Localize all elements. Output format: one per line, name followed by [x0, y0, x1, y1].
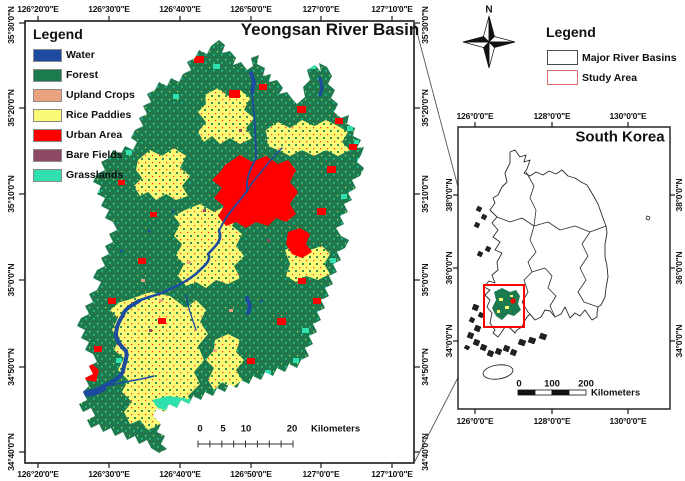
inset-x-bot-2: 130°0'0"E — [609, 416, 647, 426]
inset-map-title: South Korea — [575, 128, 665, 146]
inset-x-bot-0: 126°0'0"E — [456, 416, 494, 426]
main-y-right-2: 35°10'0"N — [420, 175, 430, 213]
legend-swatch-urban-area — [33, 129, 62, 142]
main-x-top-1: 126°30'0"E — [88, 4, 130, 14]
main-y-left-3: 35°0'0"N — [6, 263, 16, 297]
jeju-island — [482, 364, 514, 380]
coastal-islands — [463, 205, 548, 358]
study-area-box — [483, 284, 525, 328]
legend-swatch-water — [33, 49, 62, 62]
inset-scale-0: 0 — [516, 378, 522, 390]
ulleungdo-island — [645, 215, 651, 221]
main-x-bot-3: 126°50'0"E — [230, 469, 272, 479]
main-y-left-4: 34°50'0"N — [6, 348, 16, 386]
legend-box-major-river-basins — [547, 50, 578, 65]
inset-y-left-0: 38°0'0"N — [444, 178, 454, 212]
legend-label-urban-area: Urban Area — [66, 129, 123, 141]
main-y-left-1: 35°20'0"N — [6, 89, 16, 127]
inset-legend-title: Legend — [546, 24, 596, 40]
main-x-bot-5: 127°10'0"E — [371, 469, 413, 479]
main-y-right-3: 35°0'0"N — [420, 263, 430, 297]
legend-swatch-upland-crops — [33, 89, 62, 102]
inset-y-right-1: 36°0'0"N — [674, 251, 684, 285]
inset-scale-100: 100 — [544, 378, 560, 390]
legend-label-upland-crops: Upland Crops — [66, 89, 135, 101]
inset-scale-bar — [517, 389, 587, 396]
main-x-bot-0: 126°20'0"E — [17, 469, 59, 479]
main-scale-5: 5 — [220, 423, 226, 435]
main-x-top-4: 127°0'0"E — [302, 4, 340, 14]
legend-label-grasslands: Grasslands — [66, 169, 124, 181]
main-y-right-1: 35°20'0"N — [420, 89, 430, 127]
legend-label-study-area: Study Area — [582, 72, 638, 84]
main-y-left-0: 35°30'0"N — [6, 6, 16, 44]
legend-label-major-river-basins: Major River Basins — [582, 52, 677, 64]
legend-label-bare-fields: Bare Fields — [66, 149, 123, 161]
legend-box-study-area — [547, 70, 578, 85]
main-map-title: Yeongsan River Basin — [240, 20, 420, 39]
main-y-right-4: 34°50'0"N — [420, 348, 430, 386]
yeongsan-river — [77, 71, 324, 397]
inset-x-top-0: 126°0'0"E — [456, 111, 494, 121]
inset-x-top-1: 128°0'0"E — [533, 111, 571, 121]
inset-x-bot-1: 128°0'0"E — [533, 416, 571, 426]
inset-scale-unit: Kilometers — [591, 387, 641, 399]
main-legend-title: Legend — [33, 26, 83, 42]
legend-swatch-forest — [33, 69, 62, 82]
main-x-bot-2: 126°40'0"E — [159, 469, 201, 479]
inset-y-right-2: 34°0'0"N — [674, 324, 684, 358]
legend-swatch-grasslands — [33, 169, 62, 182]
main-x-top-0: 126°20'0"E — [17, 4, 59, 14]
legend-label-water: Water — [66, 49, 95, 61]
main-x-top-2: 126°40'0"E — [159, 4, 201, 14]
inset-x-top-2: 130°0'0"E — [609, 111, 647, 121]
main-scale-10: 10 — [240, 423, 252, 435]
inset-map-ticks — [453, 122, 675, 414]
main-x-bot-1: 126°30'0"E — [88, 469, 130, 479]
inset-y-left-1: 36°0'0"N — [444, 251, 454, 285]
north-arrow-icon — [462, 15, 516, 69]
main-y-right-0: 35°30'0"N — [420, 6, 430, 44]
main-y-left-2: 35°10'0"N — [6, 175, 16, 213]
legend-label-forest: Forest — [66, 69, 99, 81]
study-area — [483, 284, 525, 328]
main-scale-unit: Kilometers — [311, 423, 361, 435]
main-x-bot-4: 127°0'0"E — [302, 469, 340, 479]
main-y-left-5: 34°40'0"N — [6, 433, 16, 471]
main-x-top-3: 126°50'0"E — [230, 4, 272, 14]
main-map-ticks — [19, 16, 420, 468]
inset-y-left-2: 34°0'0"N — [444, 324, 454, 358]
legend-swatch-rice-paddies — [33, 109, 62, 122]
main-y-right-5: 34°40'0"N — [420, 433, 430, 471]
legend-label-rice-paddies: Rice Paddies — [66, 109, 132, 121]
main-scale-20: 20 — [286, 423, 298, 435]
north-label: N — [485, 4, 493, 16]
main-scale-0: 0 — [197, 423, 203, 435]
main-x-top-5: 127°10'0"E — [371, 4, 413, 14]
legend-swatch-bare-fields — [33, 149, 62, 162]
main-scale-bar — [197, 440, 294, 448]
inset-y-right-0: 38°0'0"N — [674, 178, 684, 212]
inset-scale-200: 200 — [578, 378, 594, 390]
river-basin-boundaries — [496, 171, 607, 321]
south-korea-outline — [463, 149, 651, 380]
